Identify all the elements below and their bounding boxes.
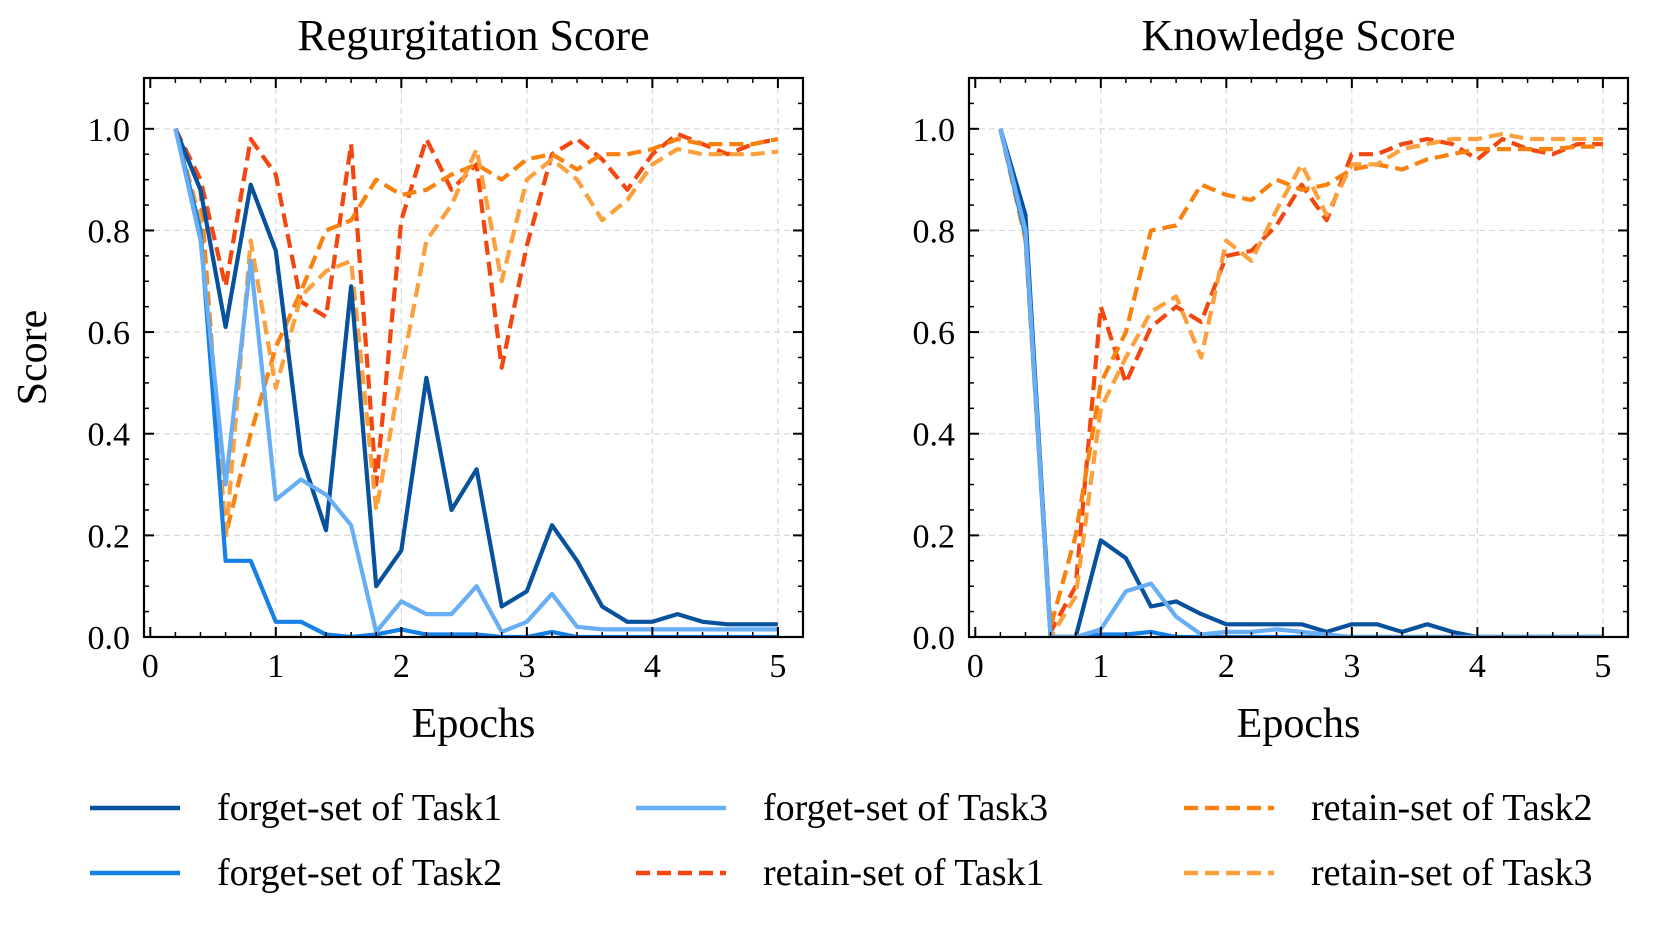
legend-label: retain-set of Task2 xyxy=(1311,787,1593,829)
y-tick-label: 0.0 xyxy=(913,620,956,657)
chart-title: Regurgitation Score xyxy=(297,11,649,60)
series-line-retain-set-of-task1 xyxy=(998,128,1603,635)
series-line-forget-set-of-task3 xyxy=(998,128,1603,637)
y-tick-label: 0.2 xyxy=(913,518,956,555)
legend-label: retain-set of Task3 xyxy=(1311,852,1593,894)
x-tick-label: 2 xyxy=(1218,648,1235,685)
y-tick-label: 0.0 xyxy=(88,620,131,657)
series-line-forget-set-of-task3 xyxy=(173,128,778,635)
panel-knowledge: 0 1 2 3 4 5 0.0 0.2 0.4 0.6 0.8 1.0 Knowledge Score E… xyxy=(913,11,1630,747)
plot-frame xyxy=(967,76,1630,639)
legend: forget-set of Task1 forget-set of Task2 fo… xyxy=(90,787,1593,894)
series-line-retain-set-of-task2 xyxy=(173,128,779,538)
legend-label: retain-set of Task1 xyxy=(763,852,1045,894)
x-axis-label: Epochs xyxy=(412,701,536,747)
y-axis-label: Score xyxy=(10,310,56,406)
series-line-retain-set-of-task3 xyxy=(173,128,779,543)
x-tick-label: 3 xyxy=(1343,648,1360,685)
x-tick-label: 4 xyxy=(644,648,661,685)
x-tick-label: 3 xyxy=(518,648,535,685)
y-tick-label: 1.0 xyxy=(913,112,956,149)
x-tick-label: 5 xyxy=(1594,648,1611,685)
panel-regurgitation: 0 1 2 3 4 5 0.0 0.2 0.4 0.6 0.8 1.0 Regurgitation Sc… xyxy=(10,11,805,747)
plot-frame xyxy=(142,76,805,639)
series-line-forget-set-of-task1 xyxy=(173,128,778,627)
x-tick-label: 1 xyxy=(267,648,284,685)
legend-label: forget-set of Task2 xyxy=(217,852,502,894)
y-tick-label: 0.2 xyxy=(88,518,131,555)
y-tick-label: 0.8 xyxy=(913,213,956,250)
y-tick-label: 1.0 xyxy=(88,112,131,149)
x-axis-label: Epochs xyxy=(1237,701,1361,747)
series-group xyxy=(173,127,779,637)
y-tick-label: 0.8 xyxy=(88,213,131,250)
series-group xyxy=(998,128,1603,637)
series-line-forget-set-of-task2 xyxy=(998,128,1603,637)
x-tick-label: 2 xyxy=(393,648,410,685)
x-tick-label: 5 xyxy=(769,648,786,685)
legend-label: forget-set of Task3 xyxy=(763,787,1048,829)
y-tick-label: 0.4 xyxy=(88,417,131,454)
y-tick-label: 0.4 xyxy=(913,417,956,454)
x-tick-label: 4 xyxy=(1469,648,1486,685)
y-tick-label: 0.6 xyxy=(88,315,131,352)
series-line-forget-set-of-task1 xyxy=(998,128,1603,637)
x-tick-label: 1 xyxy=(1092,648,1109,685)
chart-title: Knowledge Score xyxy=(1141,11,1455,60)
y-tick-label: 0.6 xyxy=(913,315,956,352)
series-line-retain-set-of-task3 xyxy=(998,128,1603,637)
legend-label: forget-set of Task1 xyxy=(217,787,502,829)
series-line-retain-set-of-task2 xyxy=(998,128,1603,629)
series-line-retain-set-of-task1 xyxy=(173,127,779,487)
x-tick-label: 0 xyxy=(142,648,159,685)
x-tick-label: 0 xyxy=(967,648,984,685)
